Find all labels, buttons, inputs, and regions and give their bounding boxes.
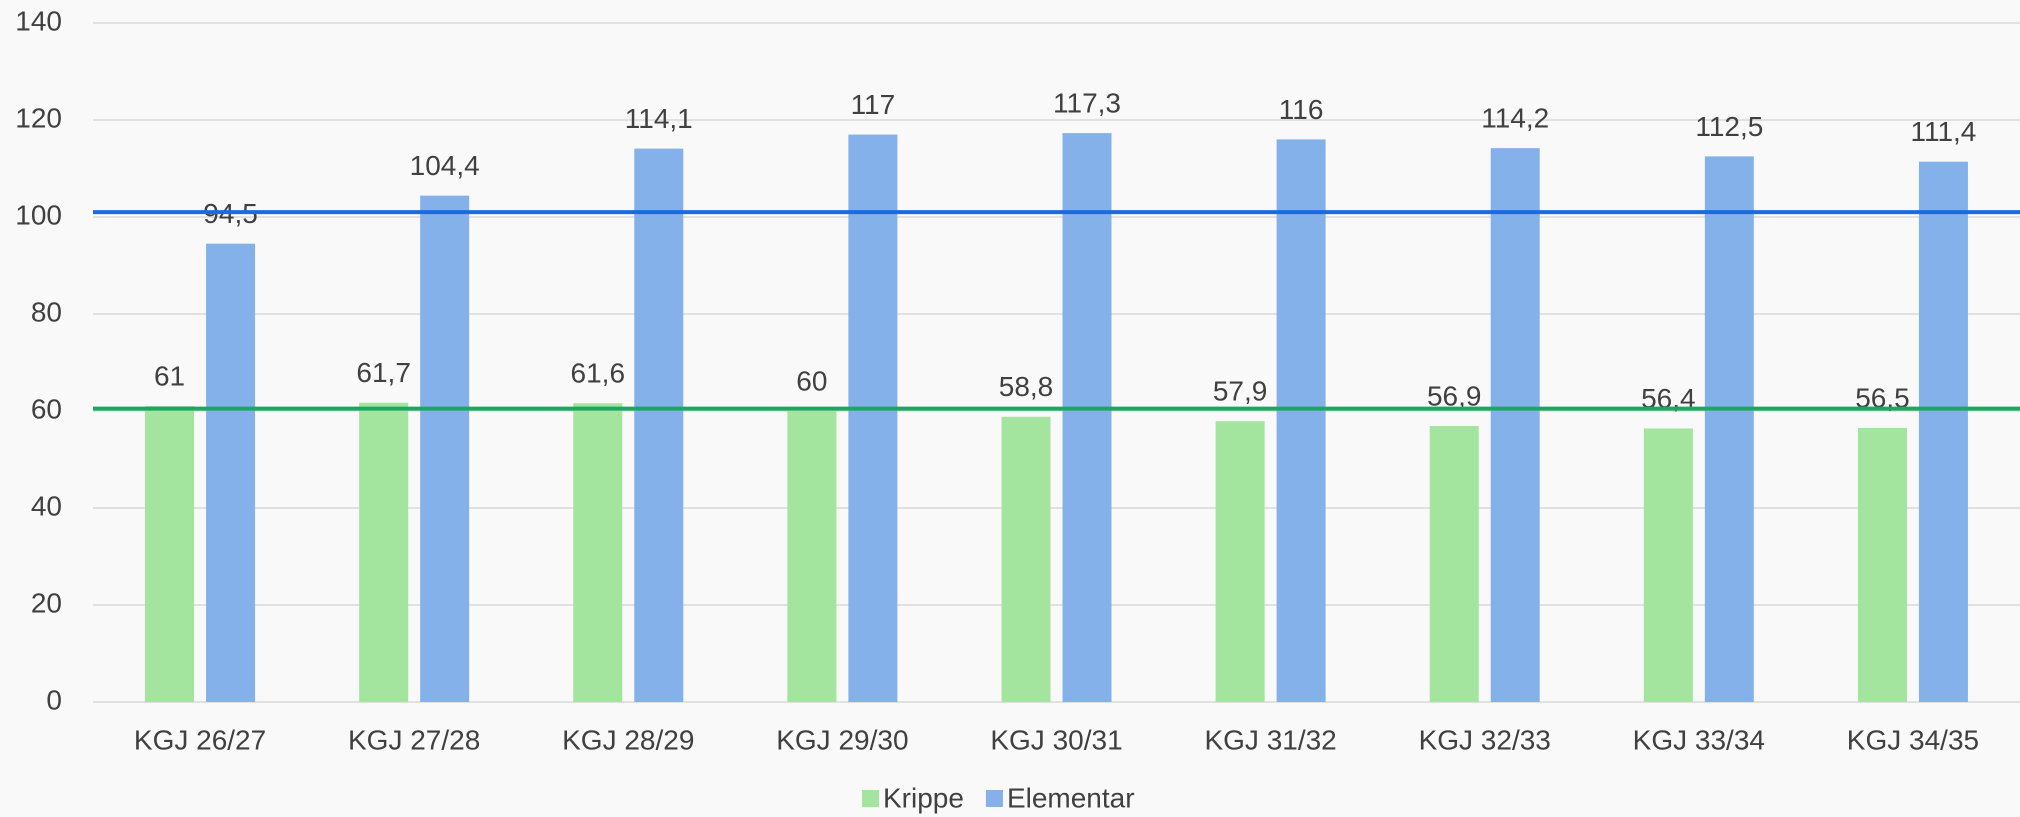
bar	[1643, 428, 1693, 702]
y-tick-label: 80	[31, 296, 62, 327]
legend-swatch	[862, 790, 879, 807]
bar	[787, 411, 837, 702]
bar	[206, 243, 256, 703]
y-tick-label: 120	[15, 102, 62, 133]
data-label: 61	[154, 361, 185, 392]
x-tick-label: KGJ 31/32	[1204, 724, 1336, 755]
y-tick-label: 60	[31, 393, 62, 424]
y-tick-label: 0	[46, 684, 62, 715]
x-tick-label: KGJ 28/29	[562, 724, 694, 755]
bar	[1001, 416, 1051, 702]
legend-swatch	[985, 790, 1003, 807]
bar	[1704, 156, 1754, 702]
data-label: 111,4	[1910, 116, 1976, 147]
data-label: 104,4	[410, 150, 480, 181]
bar	[634, 148, 684, 703]
data-label: 114,2	[1481, 103, 1549, 134]
bar	[1276, 139, 1326, 702]
data-label: 61,6	[571, 358, 626, 389]
bar	[1215, 421, 1265, 702]
data-label: 61,7	[356, 357, 411, 388]
y-tick-label: 100	[15, 199, 62, 230]
data-label: 57,9	[1213, 376, 1268, 407]
bar	[145, 406, 195, 702]
bar	[1490, 148, 1540, 702]
bar	[359, 402, 409, 702]
x-tick-label: KGJ 32/33	[1419, 724, 1551, 755]
data-label: 117,3	[1053, 87, 1121, 118]
data-label: 114,1	[625, 103, 693, 134]
x-tick-label: KGJ 26/27	[134, 724, 266, 755]
x-tick-label: KGJ 30/31	[990, 724, 1122, 755]
y-tick-label: 140	[15, 5, 62, 36]
x-tick-label: KGJ 34/35	[1847, 724, 1979, 755]
data-label: 58,8	[999, 371, 1054, 402]
legend-label: Krippe	[883, 782, 964, 813]
bar	[1857, 427, 1907, 702]
bar	[1429, 426, 1479, 702]
bar	[1062, 133, 1112, 703]
x-tick-label: KGJ 33/34	[1633, 724, 1765, 755]
y-tick-label: 40	[31, 490, 62, 521]
bar	[573, 403, 623, 702]
data-label: 60	[796, 365, 827, 396]
data-label: 112,5	[1695, 111, 1763, 142]
bar	[848, 134, 898, 703]
data-label: 117	[851, 89, 896, 120]
legend-label: Elementar	[1007, 782, 1135, 813]
x-tick-label: KGJ 27/28	[348, 724, 480, 755]
bar	[1918, 161, 1968, 702]
data-label: 116	[1279, 94, 1324, 125]
x-tick-label: KGJ 29/30	[776, 724, 908, 755]
bar	[420, 195, 470, 702]
data-label: 56,9	[1427, 380, 1482, 411]
y-tick-label: 20	[31, 587, 62, 618]
